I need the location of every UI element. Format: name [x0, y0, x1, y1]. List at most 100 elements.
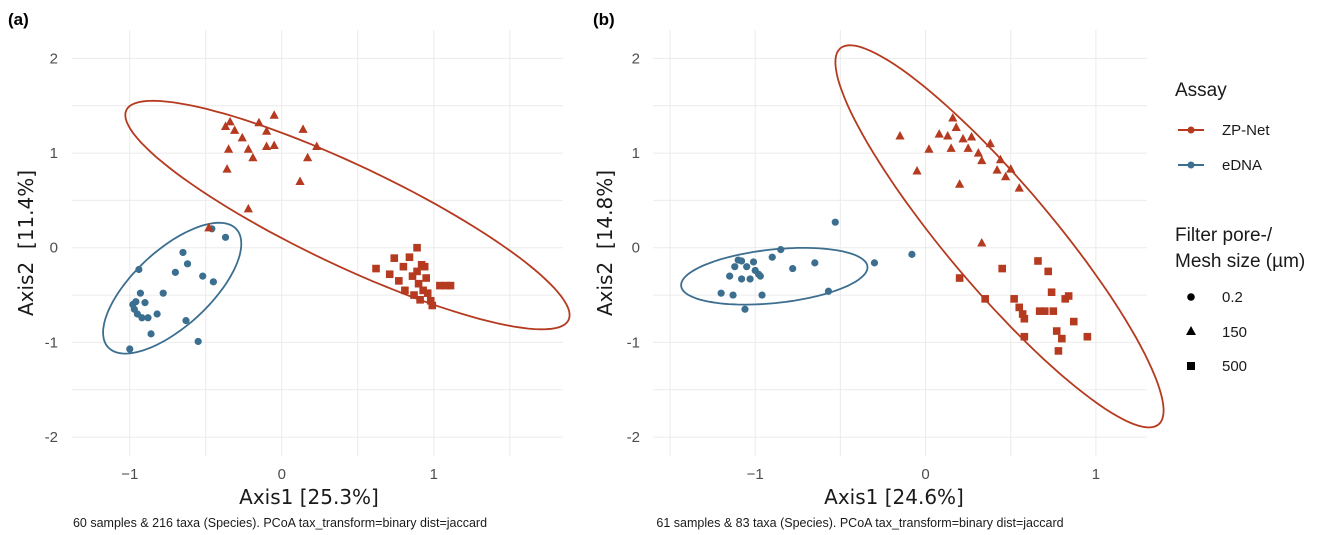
panel-b-ellipse-zp-net — [834, 44, 1165, 429]
panel-b-point-zp-net-150 — [966, 131, 977, 141]
panel-a-point-zp-net-500 — [446, 281, 455, 290]
panel-b-point-edna-0-2 — [743, 263, 751, 271]
panel-b: −1 0 1 -2 -1 0 1 2 (b) Axis1 [24.6%] Axis2 [14.8%]… — [593, 10, 1165, 530]
legend-shape-title-line1: Filter pore-/ — [1175, 225, 1273, 246]
panel-a-x-tick-label: −1 — [121, 466, 138, 483]
panel-b-point-zp-net-500 — [981, 295, 989, 303]
panel-b-point-zp-net-150 — [985, 138, 995, 148]
panel-a-point-zp-net-150 — [222, 164, 232, 173]
panel-a-point-zp-net-150 — [243, 144, 253, 153]
panel-a-point-edna-0-2 — [182, 317, 190, 325]
panel-a-point-edna-0-2 — [138, 314, 146, 322]
panel-a-point-zp-net-500 — [414, 279, 423, 288]
panel-b-point-edna-0-2 — [908, 250, 916, 258]
panel-a-point-edna-0-2 — [132, 298, 140, 306]
panel-a-point-zp-net-500 — [410, 291, 418, 299]
panel-b-point-zp-net-150 — [946, 143, 956, 152]
legend-triangle-shape — [1186, 326, 1196, 335]
panel-a-point-zp-net-500 — [423, 289, 432, 297]
panel-b-x-axis-title: Axis1 [24.6%] — [824, 485, 964, 509]
panel-a-point-zp-net-500 — [426, 296, 435, 305]
panel-a-point-edna-0-2 — [199, 272, 207, 280]
panel-a-point-zp-net-150 — [261, 126, 272, 135]
panel-a-point-zp-net-150 — [243, 203, 253, 213]
panel-b-y-tick-label: 1 — [632, 145, 640, 162]
panel-a-point-zp-net-500 — [401, 286, 409, 295]
panel-b-point-zp-net-500 — [998, 264, 1007, 273]
panel-a-point-edna-0-2 — [221, 233, 230, 241]
panel-b-point-zp-net-150 — [1006, 164, 1016, 173]
panel-a-point-edna-0-2 — [147, 330, 155, 338]
panel-a-y-tick-label: -1 — [45, 334, 58, 351]
panel-b-point-zp-net-500 — [1047, 288, 1056, 297]
panel-a-point-edna-0-2 — [179, 248, 187, 257]
panel-b-point-zp-net-150 — [924, 144, 934, 153]
panel-a-point-edna-0-2 — [141, 299, 149, 307]
panel-a-point-zp-net-500 — [413, 243, 421, 252]
panel-b-point-zp-net-150 — [1014, 183, 1024, 192]
legend-item-500: 500 — [1187, 358, 1247, 375]
panel-b-point-zp-net-150 — [948, 113, 958, 122]
panel-a-point-zp-net-500 — [419, 286, 427, 295]
panel-b-point-edna-0-2 — [811, 259, 819, 267]
panel-a-point-zp-net-150 — [269, 110, 279, 119]
legend-item-150: 150 — [1186, 324, 1247, 341]
panel-b-point-zp-net-150 — [951, 122, 961, 132]
panel-b-point-edna-0-2 — [741, 305, 749, 313]
legend-item-edna: eDNA — [1178, 157, 1262, 174]
panel-a-y-tick-label: 1 — [50, 145, 58, 162]
panel-a-point-zp-net-150 — [220, 121, 231, 131]
legend-label-zp-net: ZP-Net — [1222, 122, 1270, 139]
panel-b-point-edna-0-2 — [717, 289, 725, 297]
panel-a-y-tick-label: 0 — [50, 240, 58, 257]
panel-a-point-zp-net-150 — [269, 140, 279, 149]
panel-b-x-tick-label: −1 — [747, 466, 764, 483]
legend-item-0-2: 0.2 — [1187, 289, 1243, 306]
legend-shape-title-line2: Mesh size (µm) — [1175, 251, 1305, 272]
panel-b-point-zp-net-500 — [1064, 292, 1073, 300]
panel-b-point-edna-0-2 — [749, 258, 758, 266]
panel-b-point-edna-0-2 — [870, 259, 879, 267]
panel-b-point-zp-net-500 — [1052, 327, 1061, 335]
panel-a: −1 0 1 -2 -1 0 1 2 (a) Axis1 [25.3%] Axis2 [11.4%]… — [8, 10, 571, 530]
panel-a-point-zp-net-150 — [312, 141, 322, 150]
panel-b-point-zp-net-150 — [977, 238, 987, 247]
panel-b-point-zp-net-150 — [1001, 171, 1011, 181]
panel-a-point-zp-net-500 — [405, 253, 414, 261]
panel-a-point-zp-net-150 — [230, 125, 240, 134]
panel-b-point-zp-net-500 — [1034, 257, 1042, 265]
panel-a-point-edna-0-2 — [153, 310, 161, 318]
panel-a-point-edna-0-2 — [209, 278, 217, 286]
legend-item-zp-net: ZP-Net — [1178, 122, 1270, 139]
panel-b-point-edna-0-2 — [746, 275, 754, 283]
panel-a-x-tick-label: 0 — [278, 466, 286, 483]
panel-b-point-zp-net-500 — [1018, 310, 1027, 318]
panel-b-point-zp-net-150 — [995, 154, 1006, 164]
panel-b-point-edna-0-2 — [789, 264, 797, 273]
panel-a-point-zp-net-500 — [390, 254, 399, 262]
panel-b-point-zp-net-150 — [973, 148, 983, 157]
panel-b-point-edna-0-2 — [756, 272, 764, 280]
panel-b-point-edna-0-2 — [731, 263, 739, 271]
panel-b-point-edna-0-2 — [737, 275, 746, 283]
panel-b-point-edna-0-2 — [777, 246, 785, 254]
panel-a-point-edna-0-2 — [144, 314, 152, 322]
panel-b-x-tick-label: 1 — [1092, 466, 1100, 483]
legend: Assay ZP-Net eDNA Filter pore-/ Mesh siz… — [1175, 80, 1305, 375]
panel-b-point-zp-net-500 — [1040, 307, 1049, 315]
legend-circle-shape — [1187, 293, 1195, 301]
panel-a-point-zp-net-500 — [416, 296, 424, 304]
legend-color-title: Assay — [1175, 80, 1227, 101]
panel-a-point-zp-net-500 — [422, 274, 430, 282]
panel-a-y-axis-title: Axis2 [11.4%] — [14, 170, 38, 316]
legend-label-edna: eDNA — [1222, 157, 1262, 174]
panel-a-point-zp-net-500 — [395, 277, 403, 285]
panel-b-point-edna-0-2 — [831, 218, 839, 226]
panel-b-point-zp-net-500 — [1015, 303, 1024, 312]
legend-label-150: 150 — [1222, 324, 1247, 341]
panel-a-point-zp-net-150 — [223, 144, 234, 153]
panel-b-y-tick-label: -1 — [627, 334, 640, 351]
panel-b-point-zp-net-500 — [1020, 332, 1029, 341]
panel-b-point-edna-0-2 — [737, 257, 746, 265]
